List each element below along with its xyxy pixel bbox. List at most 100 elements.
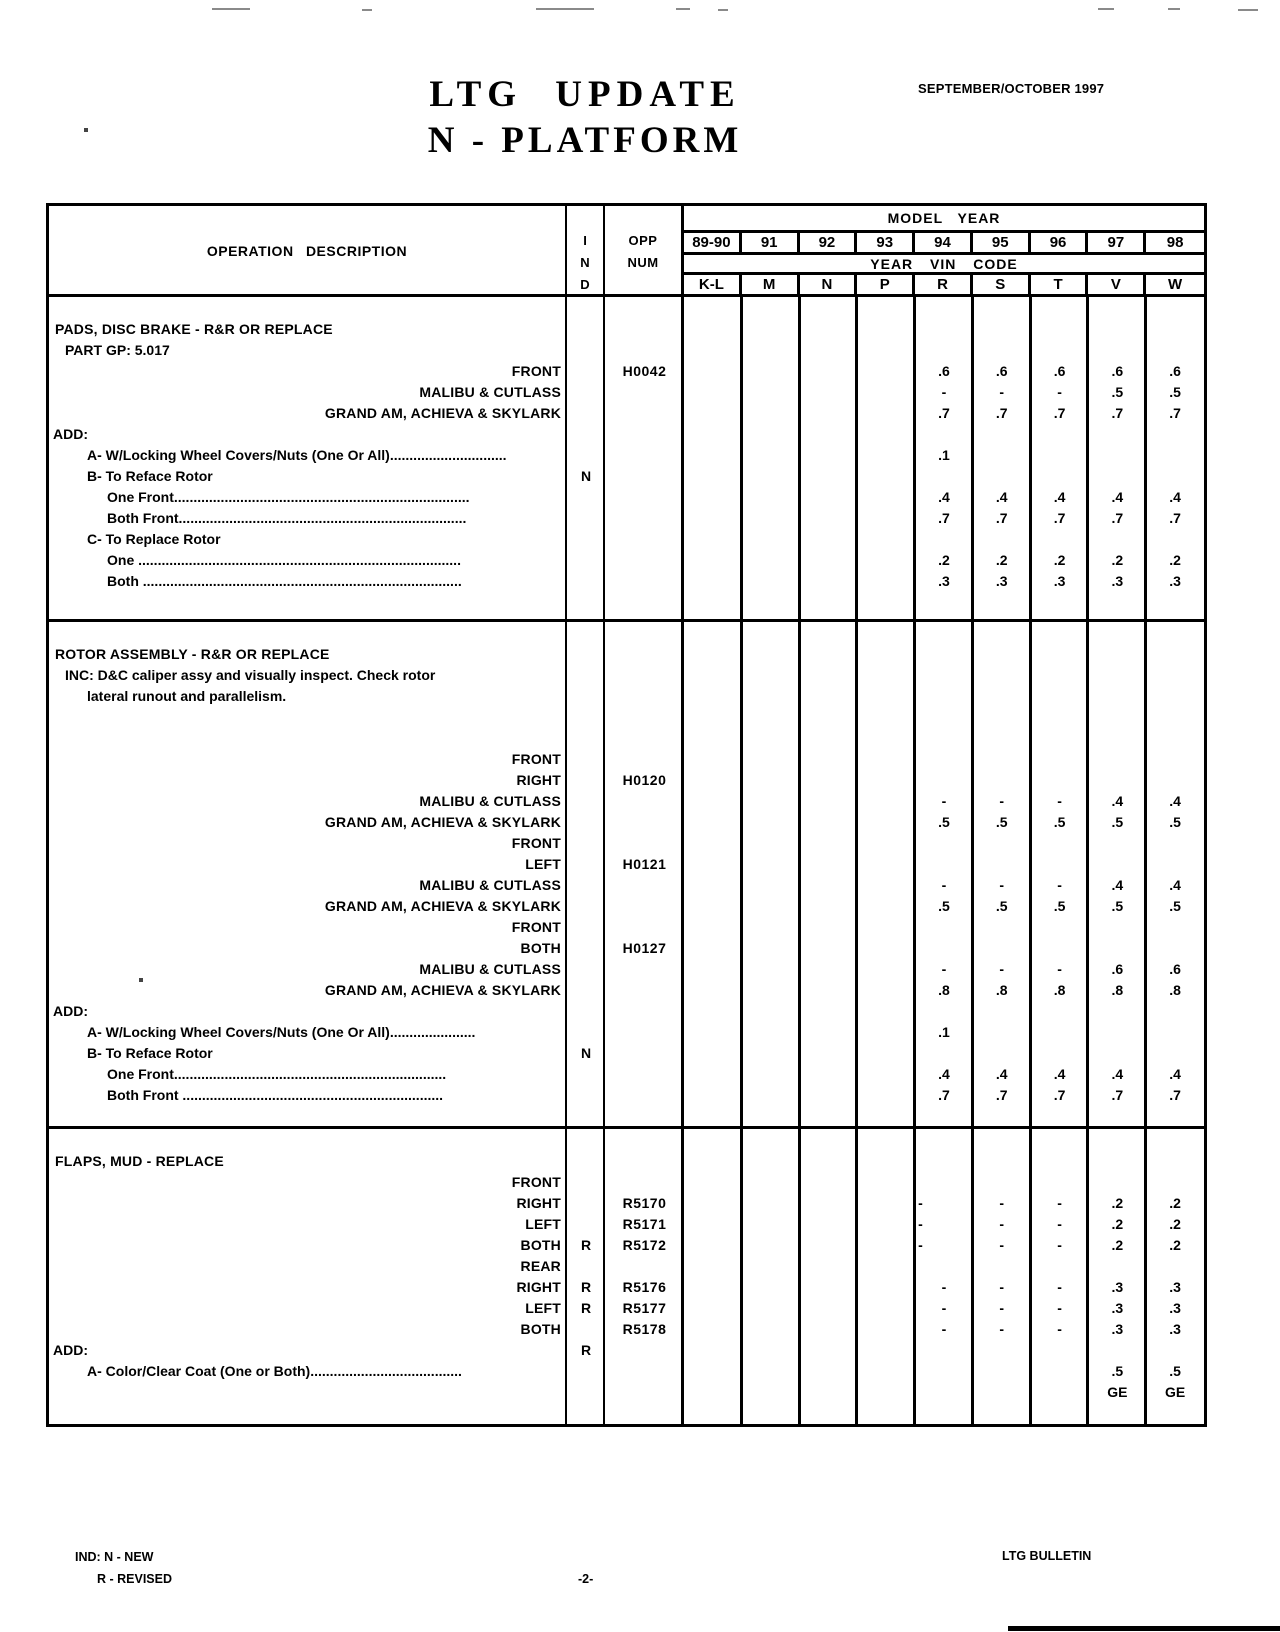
op-desc-cell [49, 728, 567, 749]
year-value-cell [1146, 644, 1204, 665]
opp-num-cell: R5172 [622, 1237, 667, 1253]
year-value-cell [684, 1172, 742, 1193]
year-value-cell [1088, 707, 1146, 728]
year-value-cell [857, 1382, 915, 1403]
ind-cell [567, 812, 605, 833]
op-desc-cell: ADD: [53, 426, 88, 442]
year-value-cell [1146, 529, 1204, 550]
year-value-cell [800, 875, 858, 896]
year-value-cell [800, 980, 858, 1001]
year-value-cell [742, 938, 800, 959]
opp-num-cell: R5171 [622, 1216, 667, 1232]
year-value-cell: GE [1164, 1384, 1186, 1400]
year-value-cell [857, 382, 915, 403]
opp-num-cell [605, 571, 684, 592]
year-value-cell: .4 [1053, 1066, 1066, 1082]
year-value-cell [742, 959, 800, 980]
year-value-cell [742, 403, 800, 424]
labor-time-table: OPERATION DESCRIPTION I N D OPP NUM MODE… [46, 203, 1207, 1427]
year-value-cell [1088, 917, 1146, 938]
year-value-cell [800, 1361, 858, 1382]
year-value-cell [742, 1193, 800, 1214]
year-value-cell: .6 [1111, 961, 1124, 977]
year-value-cell [800, 529, 858, 550]
year-value-cell [973, 1172, 1031, 1193]
year-value-cell [857, 1340, 915, 1361]
opp-num-cell: H0120 [622, 772, 667, 788]
year-value-cell [857, 424, 915, 445]
year-value-cell [742, 707, 800, 728]
year-value-cell [857, 466, 915, 487]
opp-num-cell [605, 980, 684, 1001]
year-value-cell [800, 770, 858, 791]
year-value-cell [857, 980, 915, 1001]
table-row: GRAND AM, ACHIEVA & SKYLARK .5 .5 .5 .5 .5 [49, 896, 1204, 917]
year-value-cell [800, 959, 858, 980]
ind-cell [567, 854, 605, 875]
op-desc-cell: MALIBU & CUTLASS [419, 384, 561, 400]
opp-num-cell: H0127 [622, 940, 667, 956]
op-desc-cell: BOTH [520, 1237, 561, 1253]
year-value-cell [1031, 1043, 1089, 1064]
year-value-cell: .5 [938, 898, 950, 914]
year-value-cell [742, 833, 800, 854]
ind-cell [567, 1085, 605, 1106]
table-row: LEFT R R5177 - - - .3 .3 [49, 1298, 1204, 1319]
year-value-cell [800, 1340, 858, 1361]
op-desc-cell: Both Front .............................… [107, 1087, 444, 1103]
year-value-cell [1031, 340, 1089, 361]
year-value-cell [973, 340, 1031, 361]
year-value-cell [800, 749, 858, 770]
opp-num-cell [605, 529, 684, 550]
ind-cell [567, 1022, 605, 1043]
op-desc-cell: Both Front..............................… [107, 510, 467, 526]
year-value-cell [1031, 466, 1089, 487]
year-value-cell: .2 [1169, 1237, 1181, 1253]
table-row: RIGHT H0120 [49, 770, 1204, 791]
year-cell: 93 [857, 233, 916, 252]
op-desc-cell: Both ...................................… [107, 573, 462, 589]
op-desc-cell: LEFT [525, 1216, 561, 1232]
opp-num-cell [605, 445, 684, 466]
year-value-cell [973, 1256, 1031, 1277]
year-value-cell [857, 833, 915, 854]
year-value-cell: .2 [938, 552, 950, 568]
year-value-cell: .7 [1169, 405, 1181, 421]
year-value-cell [1146, 1256, 1204, 1277]
year-value-cell: - [941, 1279, 947, 1295]
ind-cell [567, 980, 605, 1001]
year-value-cell [857, 875, 915, 896]
year-value-cell: .4 [995, 1066, 1008, 1082]
scan-artifact [362, 9, 372, 11]
table-row: MALIBU & CUTLASS - - - .4 .4 [49, 791, 1204, 812]
opp-num-cell [605, 508, 684, 529]
op-desc-cell: FLAPS, MUD - REPLACE [55, 1153, 224, 1169]
year-value-cell [742, 361, 800, 382]
scan-artifact [212, 8, 250, 10]
year-value-cell: .4 [938, 1066, 950, 1082]
year-value-cell [800, 571, 858, 592]
year-value-cell: .3 [1111, 573, 1124, 589]
year-value-cell [857, 1319, 915, 1340]
table-row: A- W/Locking Wheel Covers/Nuts (One Or A… [49, 1022, 1204, 1043]
year-value-cell [915, 749, 973, 770]
num-label: NUM [627, 255, 659, 270]
year-value-cell: - [999, 793, 1005, 809]
year-value-cell: .4 [1111, 1066, 1124, 1082]
ind-cell [567, 938, 605, 959]
year-value-cell: .1 [938, 447, 950, 463]
year-value-cell [857, 728, 915, 749]
year-cell: 95 [973, 233, 1031, 252]
opp-label: OPP [628, 233, 658, 248]
year-value-cell [857, 1001, 915, 1022]
year-value-cell [1088, 445, 1146, 466]
year-value-cell [1088, 424, 1146, 445]
vin-cell: P [857, 275, 916, 294]
op-desc-cell: BOTH [520, 940, 561, 956]
year-value-cell [1146, 1172, 1204, 1193]
year-value-cell [857, 529, 915, 550]
ind-cell [567, 1361, 605, 1382]
year-value-cell [915, 644, 973, 665]
vin-cell: M [742, 275, 800, 294]
op-desc-cell: A- W/Locking Wheel Covers/Nuts (One Or A… [87, 447, 507, 463]
